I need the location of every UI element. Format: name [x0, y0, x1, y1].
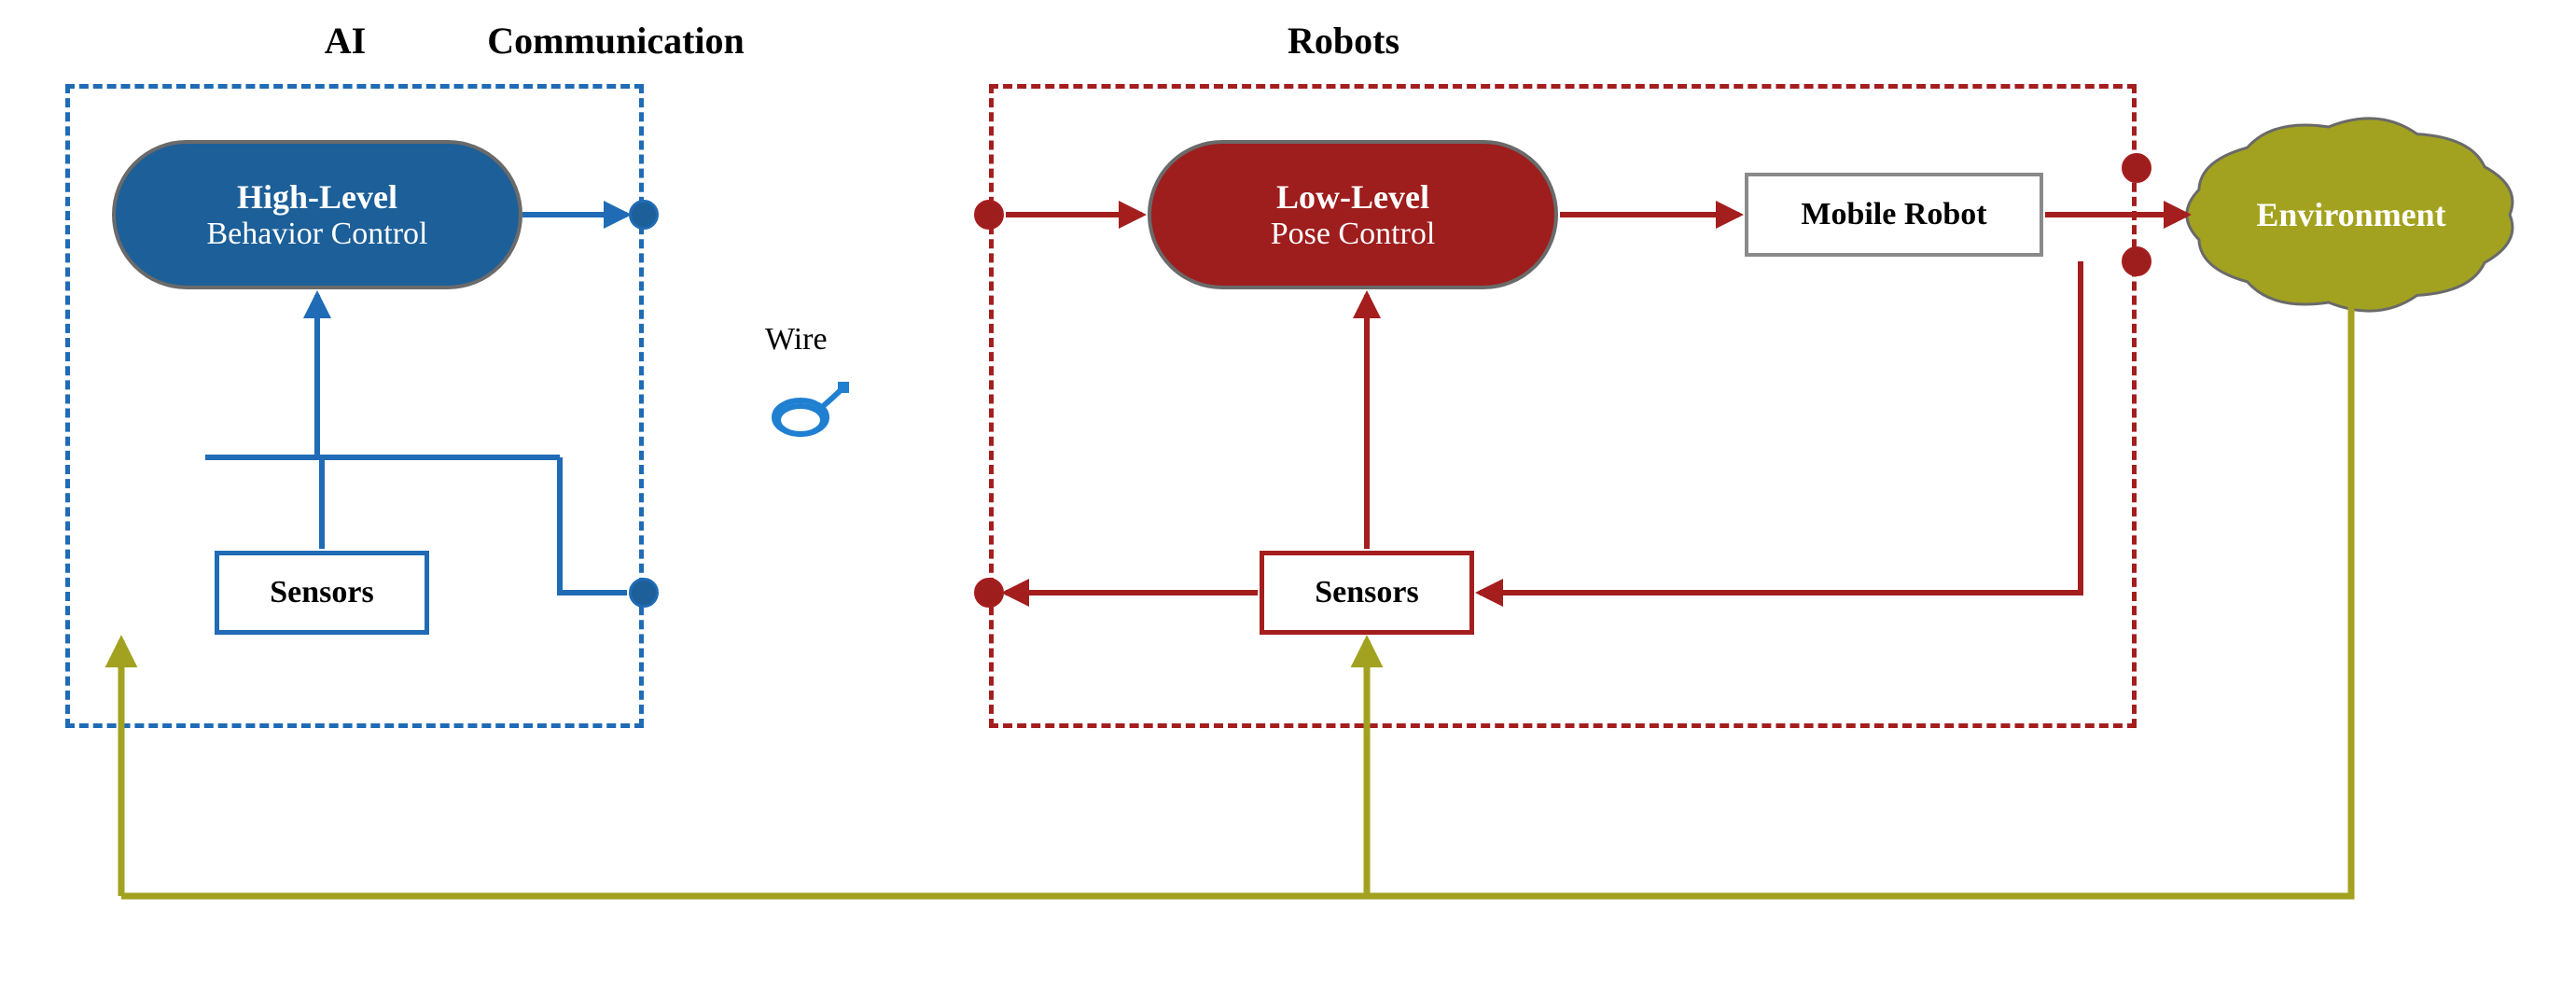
diagram-canvas: AI Communication Robots High-Level Behav… [0, 0, 2576, 995]
ai-input-port-bottom [629, 578, 659, 608]
wire-label: Wire [765, 322, 828, 357]
mobile-robot-node: Mobile Robot [1745, 173, 2043, 257]
ai-output-port-top [629, 200, 659, 230]
robots-output-port-left [974, 578, 1004, 608]
low-level-subtitle: Pose Control [1271, 217, 1436, 252]
ai-sensors-node: Sensors [215, 551, 429, 635]
robots-port-top-right [2122, 153, 2151, 183]
section-title-ai: AI [325, 19, 366, 63]
low-level-pose-control-node: Low-Level Pose Control [1148, 140, 1558, 289]
section-title-robots: Robots [1288, 19, 1399, 63]
robots-port-bottom-right [2122, 246, 2151, 276]
low-level-title: Low-Level [1276, 177, 1429, 217]
robots-sensors-node: Sensors [1260, 551, 1474, 635]
ai-sensors-label: Sensors [270, 575, 373, 610]
mobile-robot-label: Mobile Robot [1801, 197, 1986, 232]
robots-input-port-left [974, 200, 1004, 230]
svg-text:Environment: Environment [2256, 196, 2445, 233]
high-level-title: High-Level [237, 177, 397, 217]
robots-sensors-label: Sensors [1315, 575, 1418, 610]
section-title-communication: Communication [487, 19, 745, 63]
high-level-subtitle: Behavior Control [206, 217, 427, 252]
wire-coil-icon [765, 369, 849, 453]
high-level-behavior-control-node: High-Level Behavior Control [112, 140, 522, 289]
environment-node: Environment [2165, 98, 2538, 331]
